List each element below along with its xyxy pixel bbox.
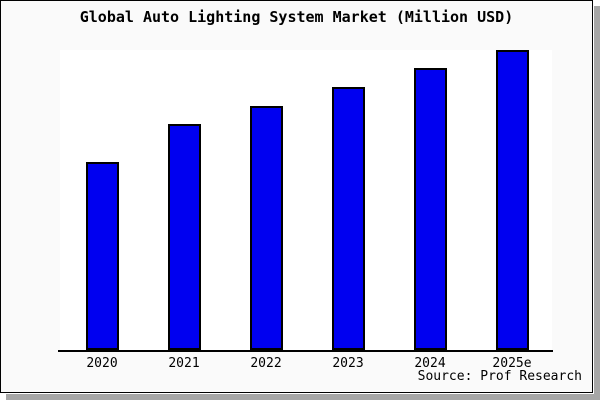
bar-2022 [249,106,283,350]
x-tick-label-2025e: 2025e [492,356,532,371]
chart-figure: Global Auto Lighting System Market (Mill… [0,0,593,393]
bar-2024 [413,68,447,350]
bar-2021 [167,124,201,350]
figure-shadow-bottom [6,394,600,400]
x-tick-label-2022: 2022 [250,356,282,371]
x-tick-label-2021: 2021 [168,356,200,371]
source-text: Source: Prof Research [417,369,582,384]
x-tick-label-2023: 2023 [332,356,364,371]
bar-2023 [331,87,365,350]
plot-area [60,50,552,350]
bar-2020 [85,162,119,350]
x-tick-label-2020: 2020 [86,356,118,371]
x-tick-label-2024: 2024 [414,356,446,371]
bar-2025e [495,50,529,350]
figure-shadow-right [594,6,600,400]
chart-title: Global Auto Lighting System Market (Mill… [79,8,514,26]
x-axis-line [58,350,553,352]
